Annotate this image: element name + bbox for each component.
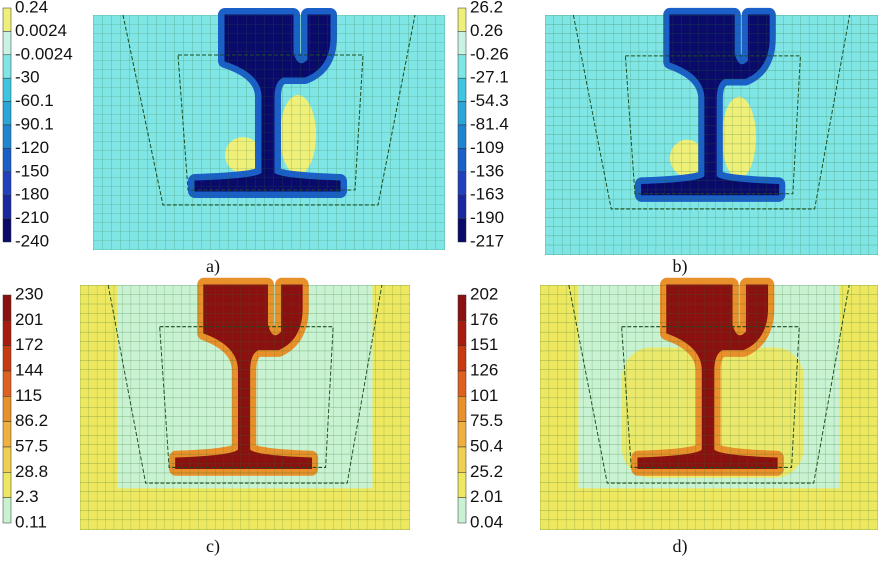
legend-swatch: [458, 472, 466, 497]
caption: a): [206, 256, 220, 277]
legend-swatch: [3, 447, 11, 472]
legend-label: -54.3: [470, 91, 509, 110]
legend-label: -240: [15, 231, 49, 250]
legend-label: 176: [470, 310, 498, 329]
legend-swatch: [458, 172, 466, 195]
legend-swatch: [458, 125, 466, 148]
legend-label: 28.8: [15, 462, 48, 481]
legend-label: -30: [15, 68, 40, 87]
caption: d): [673, 536, 688, 557]
legend-swatch: [3, 125, 11, 148]
contour-plot: [545, 15, 878, 255]
legend-swatch: [458, 195, 466, 218]
legend-label: 201: [15, 310, 43, 329]
legend-swatch: [3, 422, 11, 447]
legend-label: 202: [470, 284, 498, 303]
legend-swatch: [458, 102, 466, 125]
legend-label: 0.24: [15, 0, 48, 16]
legend-label: -90.1: [15, 114, 54, 133]
legend-label: -27.1: [470, 68, 509, 87]
legend-swatch: [458, 8, 466, 31]
legend-label: 57.5: [15, 436, 48, 455]
legend-swatch: [458, 447, 466, 472]
legend-swatch: [458, 320, 466, 345]
legend-label: -120: [15, 138, 49, 157]
legend-swatch: [3, 320, 11, 345]
legend-label: 101: [470, 386, 498, 405]
legend-label: -0.26: [470, 44, 509, 63]
legend-label: -180: [15, 185, 49, 204]
contour-plot: [93, 15, 445, 250]
legend-label: -0.0024: [15, 44, 73, 63]
legend-label: 151: [470, 335, 498, 354]
legend-swatch: [3, 219, 11, 242]
legend-label: 144: [15, 360, 43, 379]
legend-swatch: [3, 371, 11, 396]
legend-label: 25.2: [470, 462, 503, 481]
legend-label: 50.4: [470, 436, 503, 455]
legend-label: -81.4: [470, 114, 509, 133]
legend-label: 75.5: [470, 411, 503, 430]
legend-label: -190: [470, 208, 504, 227]
legend-label: -150: [15, 161, 49, 180]
legend-swatch: [3, 346, 11, 371]
caption: b): [673, 256, 688, 277]
legend-swatch: [3, 172, 11, 195]
caption: c): [206, 536, 220, 557]
legend-label: -217: [470, 231, 504, 250]
legend-label: -163: [470, 185, 504, 204]
legend-swatch: [458, 422, 466, 447]
legend-swatch: [458, 55, 466, 78]
contour-plot: [540, 285, 878, 530]
legend-swatch: [3, 472, 11, 497]
legend-swatch: [458, 219, 466, 242]
legend-swatch: [3, 148, 11, 171]
legend-swatch: [458, 148, 466, 171]
contour-plot: [80, 285, 410, 530]
legend-label: 115: [15, 386, 42, 405]
legend-label: 86.2: [15, 411, 48, 430]
legend-swatch: [458, 346, 466, 371]
legend-swatch: [458, 295, 466, 320]
legend-label: 0.0024: [15, 21, 67, 40]
legend-label: 26.2: [470, 0, 503, 16]
legend-label: 2.01: [470, 487, 503, 506]
legend-swatch: [458, 498, 466, 523]
legend-swatch: [458, 396, 466, 421]
legend-label: 0.04: [470, 512, 503, 531]
legend-swatch: [3, 55, 11, 78]
legend-label: -60.1: [15, 91, 54, 110]
panel: 202 176 151 126 101 75.5 50.4 25.2 2.01 0.04 d): [458, 284, 878, 557]
panel: 230 201 172 144 115 86.2 57.5 28.8 2.3 0.11 c): [3, 284, 410, 557]
legend-label: -109: [470, 138, 504, 157]
figure: 0.24 0.0024 -0.0024 -30 -60.1 -90.1 -120 -150 -1…: [0, 0, 878, 561]
legend-swatch: [458, 371, 466, 396]
legend-label: -210: [15, 208, 49, 227]
legend-label: 0.11: [15, 512, 47, 531]
legend-label: -136: [470, 161, 504, 180]
legend-label: 0.26: [470, 21, 503, 40]
legend-swatch: [3, 498, 11, 523]
legend-swatch: [458, 78, 466, 101]
panel: 26.2 0.26 -0.26 -27.1 -54.3 -81.4 -109 -136 -163…: [458, 0, 878, 277]
legend-label: 230: [15, 284, 43, 303]
legend-swatch: [3, 102, 11, 125]
legend-swatch: [458, 31, 466, 54]
legend-swatch: [3, 78, 11, 101]
legend-swatch: [3, 396, 11, 421]
legend-swatch: [3, 31, 11, 54]
legend-label: 126: [470, 360, 498, 379]
legend-swatch: [3, 195, 11, 218]
legend-swatch: [3, 295, 11, 320]
legend-label: 2.3: [15, 487, 39, 506]
legend-swatch: [3, 8, 11, 31]
panel: 0.24 0.0024 -0.0024 -30 -60.1 -90.1 -120 -150 -1…: [3, 0, 445, 277]
legend-label: 172: [15, 335, 43, 354]
